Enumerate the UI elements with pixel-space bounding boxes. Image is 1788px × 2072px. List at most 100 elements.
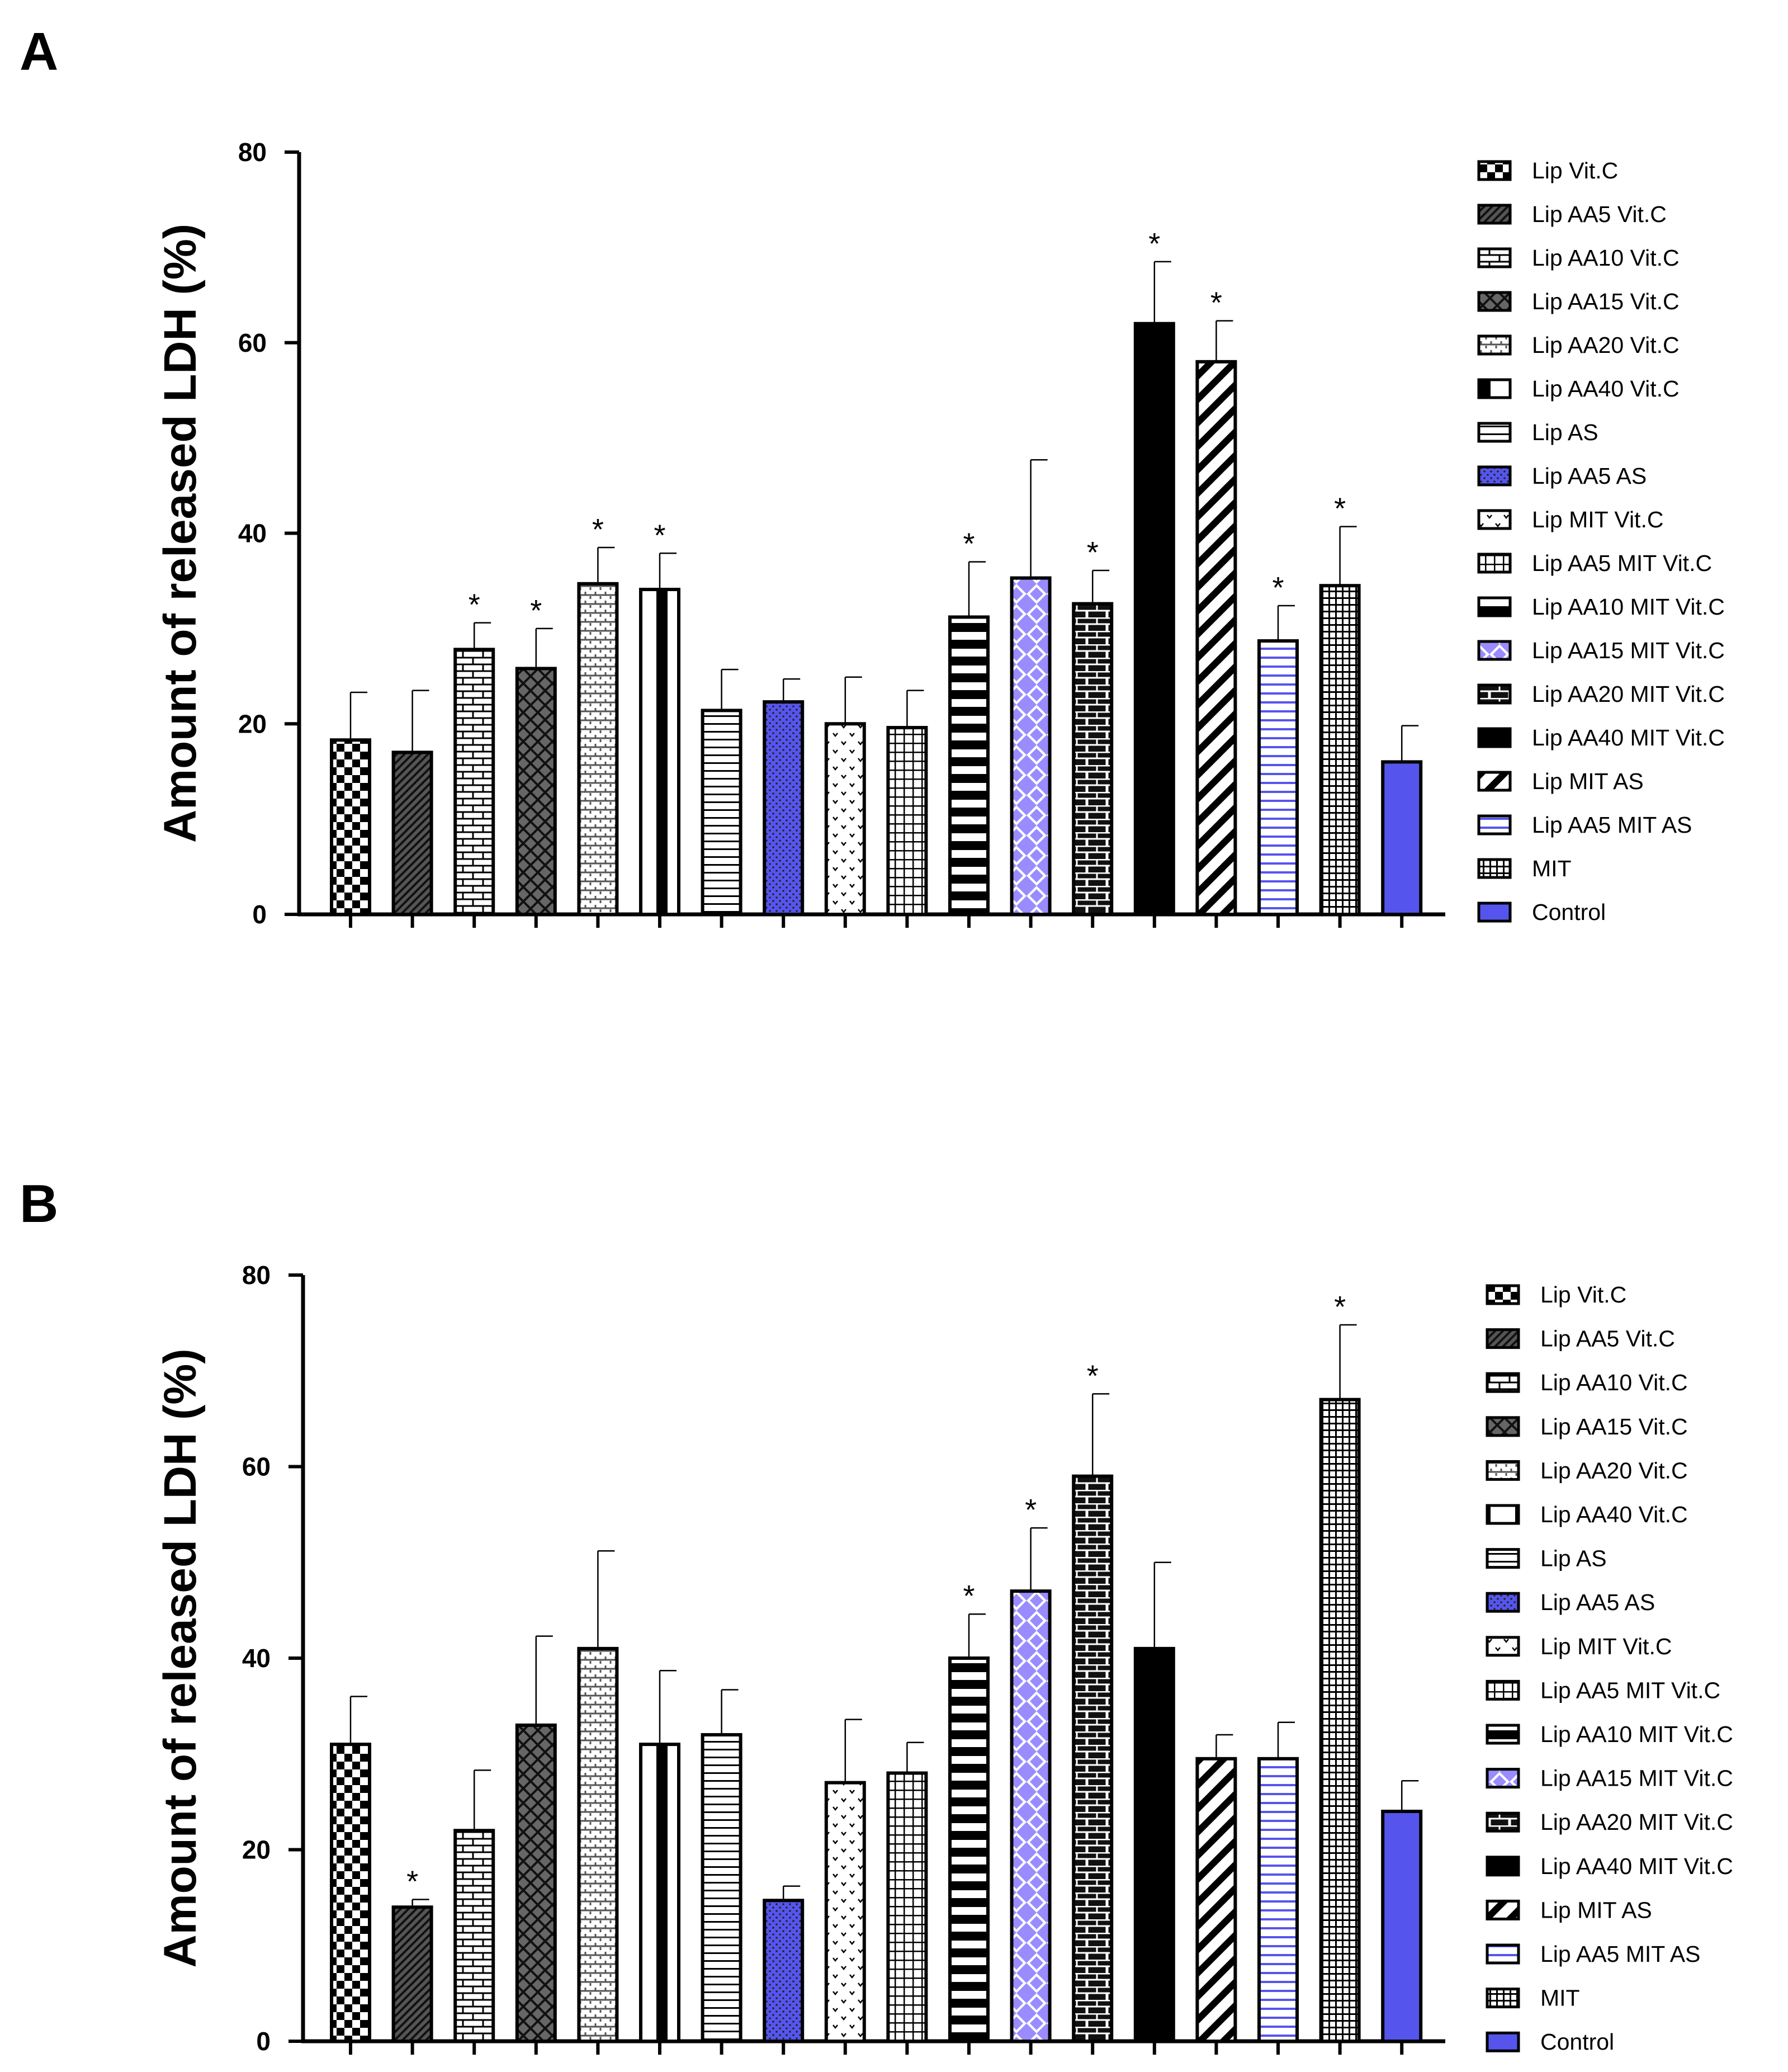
panel-b-significance-mark: *: [963, 1579, 975, 1613]
panel-b-legend-swatch-12: [1486, 1768, 1520, 1789]
panel-a-legend-swatch-15: [1477, 771, 1512, 792]
panel-b-y-tick-label: 80: [242, 1261, 271, 1290]
panel-a-bar-7: [701, 709, 742, 916]
panel-a-legend-swatch-8: [1477, 465, 1512, 487]
panel-b-bar-5: [577, 1646, 619, 2043]
panel-a-legend-swatch-1: [1477, 160, 1512, 181]
panel-a-legend-swatch-18: [1477, 902, 1512, 923]
panel-a-legend-label-7: Lip AS: [1532, 419, 1598, 445]
panel-b-legend-label-9: Lip MIT Vit.C: [1540, 1634, 1672, 1659]
panel-a-legend-label-3: Lip AA10 Vit.C: [1532, 245, 1680, 271]
panel-b-legend-label-15: Lip MIT AS: [1540, 1897, 1652, 1923]
panel-b-legend-label-14: Lip AA40 MIT Vit.C: [1540, 1853, 1733, 1879]
panel-b-bar-6: [639, 1743, 680, 2043]
panel-a-y-tick-label: 40: [238, 519, 267, 548]
panel-a-legend-swatch-14: [1477, 727, 1512, 748]
panel-a-y-tick-label: 20: [238, 709, 267, 738]
panel-a-bar-3: [453, 648, 495, 917]
panel-a-legend-label-16: Lip AA5 MIT AS: [1532, 812, 1692, 838]
panel-b-legend-swatch-4: [1486, 1416, 1520, 1437]
panel-a-bar-6: [639, 588, 680, 916]
panel-a-significance-mark: *: [1272, 571, 1284, 605]
panel-b-letter: B: [20, 1174, 58, 1234]
panel-a-legend-label-2: Lip AA5 Vit.C: [1532, 201, 1667, 227]
panel-b-legend-swatch-16: [1486, 1943, 1520, 1965]
panel-b-legend-swatch-9: [1486, 1636, 1520, 1657]
panel-a-legend-label-12: Lip AA15 MIT Vit.C: [1532, 638, 1725, 663]
panel-a-legend-label-10: Lip AA5 MIT Vit.C: [1532, 550, 1712, 576]
panel-a-legend-swatch-11: [1477, 596, 1512, 617]
panel-a-y-tick-label: 80: [238, 138, 267, 167]
panel-a-legend-label-11: Lip AA10 MIT Vit.C: [1532, 594, 1725, 620]
panel-b-legend-label-3: Lip AA10 Vit.C: [1540, 1370, 1688, 1395]
panel-b-bar-10: [886, 1771, 928, 2043]
panel-b-y-tick-label: 40: [242, 1644, 271, 1673]
panel-b-legend-label-5: Lip AA20 Vit.C: [1540, 1457, 1688, 1483]
panel-b-y-tick-label: 20: [242, 1835, 271, 1865]
panel-b-legend-swatch-5: [1486, 1460, 1520, 1481]
panel-a-legend-label-17: MIT: [1532, 856, 1572, 881]
panel-b-bar-13: [1072, 1474, 1114, 2043]
panel-a-significance-mark: *: [1210, 286, 1222, 320]
panel-a-legend-label-15: Lip MIT AS: [1532, 768, 1644, 794]
panel-a-legend-swatch-4: [1477, 291, 1512, 312]
panel-b-y-axis-title: Amount of released LDH (%): [155, 1348, 206, 1967]
panel-a-significance-mark: *: [530, 594, 542, 627]
panel-a-y-tick-label: 60: [238, 328, 267, 357]
panel-b-legend-label-18: Control: [1540, 2029, 1614, 2055]
panel-a-legend-swatch-9: [1477, 509, 1512, 530]
panel-a-significance-mark: *: [1334, 492, 1346, 526]
panel-a-bar-2: [391, 751, 433, 917]
panel-b-legend-swatch-14: [1486, 1856, 1520, 1877]
panel-b-y-tick-label: 60: [242, 1452, 271, 1481]
panel-b-bar-15: [1195, 1757, 1237, 2043]
panel-b-legend-label-7: Lip AS: [1540, 1546, 1607, 1571]
panel-b-legend-label-12: Lip AA15 MIT Vit.C: [1540, 1766, 1733, 1791]
panel-a-legend-label-5: Lip AA20 Vit.C: [1532, 332, 1680, 358]
panel-b-bar-8: [763, 1899, 805, 2043]
panel-a-y-axis-title: Amount of released LDH (%): [155, 224, 206, 843]
panel-b-legend-label-13: Lip AA20 MIT Vit.C: [1540, 1809, 1733, 1835]
panel-a-legend-label-14: Lip AA40 MIT Vit.C: [1532, 725, 1725, 751]
panel-b-legend-label-4: Lip AA15 Vit.C: [1540, 1414, 1688, 1439]
panel-a-legend-swatch-13: [1477, 683, 1512, 705]
panel-b-bar-12: [1010, 1589, 1052, 2043]
panel-a-chart: 0 20 40 60 80 Amount of released LDH (%) * * * * *…: [155, 138, 1725, 929]
panel-a-legend-swatch-16: [1477, 814, 1512, 836]
panel-a-legend-label-1: Lip Vit.C: [1532, 158, 1618, 183]
panel-a-legend-swatch-5: [1477, 334, 1512, 356]
panel-a-bar-18: [1381, 760, 1423, 917]
panel-b-legend-swatch-2: [1486, 1328, 1520, 1349]
panel-a-legend-label-8: Lip AA5 AS: [1532, 463, 1647, 489]
panel-a-bar-5: [577, 582, 619, 916]
panel-b-bar-17: [1319, 1398, 1361, 2043]
panel-a-significance-mark: *: [963, 527, 975, 561]
panel-b-bar-2: [391, 1905, 433, 2043]
panel-a-legend-label-18: Control: [1532, 899, 1606, 925]
panel-b-legend-swatch-3: [1486, 1372, 1520, 1393]
panel-b-legend-swatch-7: [1486, 1548, 1520, 1569]
panel-a-bar-15: [1195, 360, 1237, 916]
panel-b-bar-14: [1133, 1646, 1175, 2043]
panel-b-legend-swatch-6: [1486, 1504, 1520, 1525]
panel-b-significance-mark: *: [1334, 1290, 1346, 1324]
panel-b-significance-mark: *: [1087, 1359, 1099, 1393]
panel-b-significance-mark: *: [1025, 1493, 1037, 1527]
panel-a-bar-11: [948, 615, 990, 917]
panel-b-legend-label-11: Lip AA10 MIT Vit.C: [1540, 1721, 1733, 1747]
panel-a-bar-12: [1010, 576, 1052, 917]
panel-b-legend-label-6: Lip AA40 Vit.C: [1540, 1502, 1688, 1527]
panel-b-y-tick-label: 0: [256, 2027, 271, 2056]
panel-a-legend-swatch-17: [1477, 858, 1512, 879]
panel-b-legend-label-10: Lip AA5 MIT Vit.C: [1540, 1677, 1720, 1703]
panel-b-legend-swatch-8: [1486, 1592, 1520, 1613]
panel-a-bar-4: [515, 667, 557, 916]
panel-b-bar-18: [1381, 1810, 1423, 2043]
panel-a-significance-mark: *: [654, 518, 665, 552]
panel-a-legend-swatch-3: [1477, 247, 1512, 268]
panel-b-legend-label-17: MIT: [1540, 1985, 1580, 2011]
panel-a-bar-13: [1072, 602, 1114, 916]
panel-a-legend-swatch-7: [1477, 422, 1512, 443]
panel-b-legend-label-8: Lip AA5 AS: [1540, 1589, 1655, 1615]
panel-a-y-tick-label: 0: [252, 900, 267, 929]
